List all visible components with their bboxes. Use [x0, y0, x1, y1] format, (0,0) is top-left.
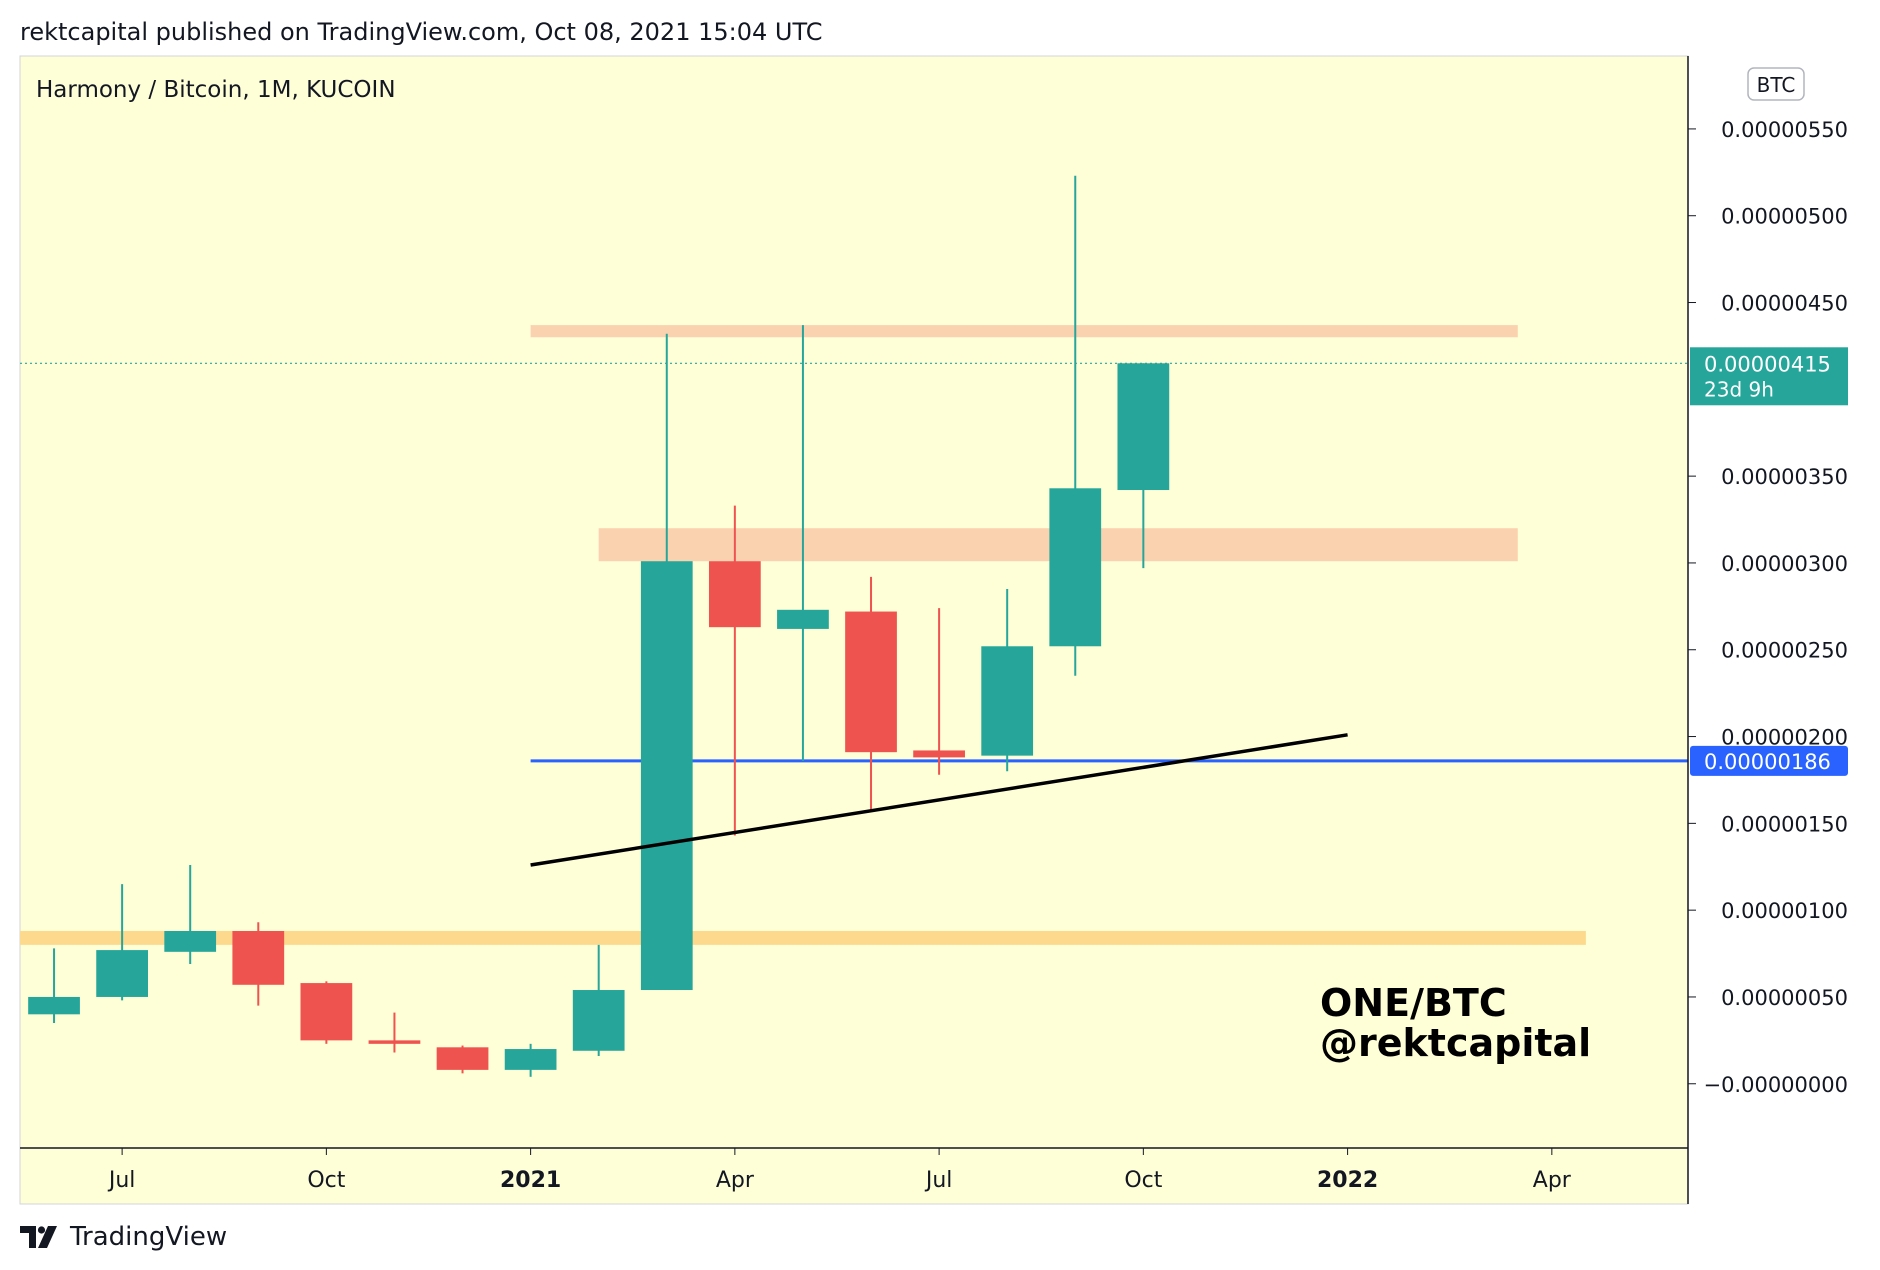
candle-2020-12: [436, 1045, 489, 1074]
candle-body: [1117, 363, 1170, 491]
upper-resistance-zone: [530, 325, 1518, 338]
y-tick-label: 0.00000100: [1721, 899, 1848, 923]
horizontal-lines-layer: [20, 362, 1688, 763]
x-tick-label: Oct: [1124, 1168, 1162, 1193]
candle-2020-07: [96, 884, 148, 1001]
lower-support-zone: [20, 930, 1586, 945]
candle-body: [845, 611, 897, 753]
last-price-value: 0.00000415: [1704, 352, 1831, 376]
candle-body: [640, 561, 693, 991]
x-tick-label: 2022: [1317, 1168, 1378, 1193]
candle-body: [708, 561, 761, 628]
candle-2021-06: [845, 576, 897, 812]
candle-body: [368, 1040, 421, 1044]
candle-2021-07: [913, 608, 965, 775]
currency-badge[interactable]: BTC: [1747, 67, 1805, 101]
x-tick-label: 2021: [500, 1168, 561, 1193]
candle-2021-02: [572, 944, 625, 1056]
y-tick-label: −0.00000000: [1703, 1073, 1848, 1097]
price-axis[interactable]: −0.00000000 0.00000050 0.00000100 0.0000015…: [1688, 118, 1848, 1097]
candle-2020-09: [232, 922, 285, 1006]
y-tick-label: 0.00000150: [1721, 812, 1848, 836]
x-tick-label: Apr: [1533, 1168, 1572, 1193]
watermark-pair: ONE/BTC: [1320, 981, 1507, 1025]
x-tick-label: Jul: [924, 1168, 953, 1193]
y-tick-label: 0.00000200: [1721, 726, 1848, 750]
last-price-label-box: [1690, 347, 1848, 406]
candle-body: [913, 750, 965, 758]
candle-2021-05: [777, 325, 829, 761]
candle-2021-03: [640, 333, 693, 991]
candle-2021-10: [1117, 363, 1170, 569]
candle-body: [232, 930, 285, 985]
candle-2020-06: [28, 948, 80, 1024]
y-tick-label: 0.00000300: [1721, 552, 1848, 576]
candle-2021-08: [981, 588, 1034, 772]
candle-2021-09: [1049, 175, 1102, 676]
candle-body: [300, 983, 353, 1041]
watermark-author: @rektcapital: [1320, 1021, 1591, 1065]
tradingview-brand: TradingView: [20, 1222, 227, 1252]
trendlines-layer: [530, 733, 1348, 867]
candle-2021-04: [708, 505, 761, 836]
currency-badge-label: BTC: [1757, 73, 1796, 97]
x-tick-label: Apr: [716, 1168, 755, 1193]
candle-body: [164, 930, 217, 952]
candle-2020-11: [368, 1012, 421, 1053]
candle-body: [504, 1049, 557, 1070]
publish-info: rektcapital published on TradingView.com…: [20, 18, 823, 46]
candles-layer: [28, 175, 1170, 1077]
candle-2020-08: [164, 865, 217, 964]
candle-body: [981, 646, 1034, 756]
y-tick-label: 0.00000250: [1721, 639, 1848, 663]
x-tick-label: Oct: [307, 1168, 345, 1193]
ascending-trendline: [530, 733, 1348, 867]
candle-body: [572, 990, 625, 1051]
tradingview-wordmark: TradingView: [70, 1222, 228, 1252]
y-tick-label: 0.00000500: [1721, 205, 1848, 229]
tradingview-logo-icon: [20, 1226, 57, 1248]
candle-body: [436, 1047, 489, 1070]
candle-body: [1049, 488, 1102, 647]
time-axis[interactable]: Jul Oct 2021 Apr Jul Oct 2022 Apr: [107, 1148, 1572, 1193]
support-line-label-value: 0.00000186: [1704, 750, 1831, 774]
y-tick-label: 0.00000450: [1721, 292, 1848, 316]
candle-body: [96, 950, 148, 997]
last-price-countdown: 23d 9h: [1704, 377, 1774, 401]
candle-body: [777, 609, 829, 629]
candle-2020-10: [300, 981, 353, 1044]
y-tick-label: 0.00000550: [1721, 118, 1848, 142]
x-tick-label: Jul: [107, 1168, 136, 1193]
support-line-label: 0.00000186: [1690, 745, 1848, 776]
candle-body: [28, 996, 80, 1015]
candle-2021-01: [504, 1043, 557, 1077]
y-tick-label: 0.00000050: [1721, 986, 1848, 1010]
symbol-label[interactable]: Harmony / Bitcoin, 1M, KUCOIN: [36, 77, 396, 103]
support-line-label-box: [1690, 745, 1848, 776]
y-tick-label: 0.00000350: [1721, 465, 1848, 489]
